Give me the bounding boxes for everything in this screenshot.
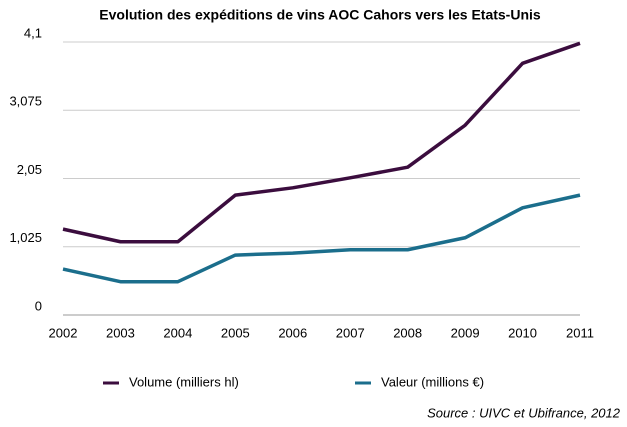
legend-label: Volume (milliers hl) bbox=[129, 374, 239, 389]
x-tick-label: 2004 bbox=[163, 325, 192, 340]
x-tick-label: 2007 bbox=[336, 325, 365, 340]
series-line bbox=[62, 41, 581, 244]
x-tick-label: 2009 bbox=[451, 325, 480, 340]
x-tick-label: 2010 bbox=[508, 325, 537, 340]
x-tick-label: 2011 bbox=[566, 325, 594, 340]
x-tick-label: 2008 bbox=[393, 325, 422, 340]
x-tick-label: 2005 bbox=[221, 325, 250, 340]
x-tick-label: 2003 bbox=[106, 325, 135, 340]
x-tick-label: 2006 bbox=[278, 325, 307, 340]
y-tick-label: 4,1 bbox=[24, 25, 42, 40]
series-line bbox=[62, 193, 581, 284]
x-tick-label: 2002 bbox=[49, 325, 78, 340]
y-tick-label: 2,05 bbox=[17, 162, 42, 177]
chart-title: Evolution des expéditions de vins AOC Ca… bbox=[99, 7, 541, 23]
legend-label: Valeur (millions €) bbox=[381, 374, 484, 389]
y-tick-label: 0 bbox=[35, 298, 42, 313]
source: Source : UIVC et Ubifrance, 2012 bbox=[427, 405, 621, 420]
y-tick-label: 1,025 bbox=[9, 230, 42, 245]
y-tick-label: 3,075 bbox=[9, 94, 42, 109]
